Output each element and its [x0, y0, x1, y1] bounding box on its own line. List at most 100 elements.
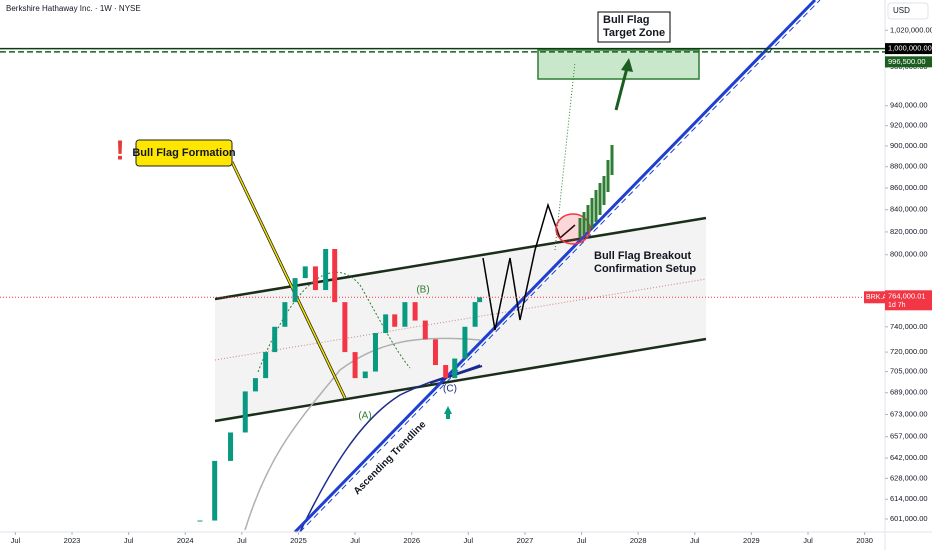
- candle: [342, 302, 348, 353]
- y-tick-label: 920,000.00: [890, 121, 928, 130]
- candle: [452, 358, 458, 379]
- y-tick-label: 940,000.00: [890, 101, 928, 110]
- x-tick-label: 2027: [517, 536, 534, 545]
- y-tick-label: 740,000.00: [890, 322, 928, 331]
- y-tick-label: 628,000.00: [890, 473, 928, 482]
- annotation: Bull Flag: [603, 14, 649, 26]
- candle: [472, 302, 478, 327]
- candle: [432, 339, 438, 366]
- candle: [477, 297, 483, 303]
- annotation: Ascending Trendline: [352, 419, 429, 497]
- candle: [272, 326, 278, 353]
- moving-average-slow: [244, 337, 481, 531]
- wave-label: (C): [443, 384, 457, 395]
- y-tick-label: 840,000.00: [890, 205, 928, 214]
- candle: [252, 378, 258, 392]
- x-tick-label: 2028: [630, 536, 647, 545]
- y-tick-label: 614,000.00: [890, 494, 928, 503]
- y-tick-label: 720,000.00: [890, 347, 928, 356]
- target-arrowhead: [621, 58, 633, 72]
- y-tick-label: 689,000.00: [890, 388, 928, 397]
- price-tag-label: 996,500.00: [888, 57, 926, 66]
- candle: [312, 266, 318, 291]
- x-tick-label: 2025: [290, 536, 307, 545]
- x-tick-label: 2026: [403, 536, 420, 545]
- y-tick-label: 880,000.00: [890, 162, 928, 171]
- currency-button[interactable]: [887, 2, 929, 20]
- candle: [412, 302, 418, 321]
- symbol-tag-label: BRK.A: [866, 294, 887, 301]
- candle: [212, 460, 218, 521]
- y-tick-label: 705,000.00: [890, 367, 928, 376]
- candle: [197, 520, 203, 522]
- y-tick-label: 673,000.00: [890, 409, 928, 418]
- y-tick-label: 657,000.00: [890, 432, 928, 441]
- x-tick-label: Jul: [124, 536, 134, 545]
- annotation: Confirmation Setup: [594, 263, 696, 275]
- projection-bars: [578, 145, 614, 238]
- price-tag: [885, 43, 932, 55]
- annotation: Bull Flag Formation: [132, 147, 236, 159]
- channel-lower: [214, 337, 707, 423]
- projection-zigzag: [482, 202, 576, 331]
- candle: [352, 352, 358, 379]
- wave-label: (B): [416, 285, 429, 296]
- candle: [228, 432, 234, 461]
- x-tick-label: 2029: [743, 536, 760, 545]
- candle: [332, 248, 338, 303]
- target-zone: [537, 49, 700, 80]
- candle: [292, 278, 298, 303]
- header-title: Berkshire Hathaway Inc. · 1W · NYSE: [6, 4, 141, 13]
- annotation: Bull Flag Breakout: [594, 250, 692, 262]
- candle: [323, 248, 329, 291]
- candle: [443, 365, 449, 379]
- y-tick-label: 601,000.00: [890, 514, 928, 523]
- channel-mid: [214, 278, 707, 361]
- y-tick-label: 642,000.00: [890, 453, 928, 462]
- up-arrow-stem: [446, 413, 450, 419]
- candle: [462, 326, 468, 359]
- candle: [362, 371, 368, 379]
- candle: [402, 302, 408, 327]
- x-tick-label: 2030: [856, 536, 873, 545]
- x-tick-label: Jul: [803, 536, 813, 545]
- currency[interactable]: USD: [893, 6, 910, 15]
- y-tick-label: 1,020,000.00: [890, 25, 932, 34]
- annotation: Target Zone: [603, 27, 665, 39]
- x-tick-label: 2023: [64, 536, 81, 545]
- countdown: 1d 7h: [888, 302, 906, 309]
- callout-box: [135, 139, 233, 167]
- x-tick-label: Jul: [11, 536, 21, 545]
- y-tick-label: 900,000.00: [890, 141, 928, 150]
- x-tick-label: Jul: [464, 536, 474, 545]
- wave-label: (A): [358, 411, 371, 422]
- x-tick-label: Jul: [350, 536, 360, 545]
- candle: [263, 352, 269, 379]
- target-arrow: [614, 67, 629, 111]
- x-tick-label: Jul: [237, 536, 247, 545]
- symbol-tag: [864, 291, 885, 304]
- y-tick-label: 820,000.00: [890, 227, 928, 236]
- callout-pointer-fill: [231, 161, 346, 399]
- candle: [372, 333, 378, 372]
- flag-channel: [215, 218, 706, 421]
- candle: [242, 391, 248, 433]
- y-tick-label: 800,000.00: [890, 250, 928, 259]
- x-tick-label: Jul: [690, 536, 700, 545]
- candle: [282, 302, 288, 327]
- candle: [302, 266, 308, 279]
- candle: [392, 314, 398, 327]
- x-tick-label: Jul: [577, 536, 587, 545]
- trendline-dashed: [299, 0, 821, 533]
- price-tag-label: 764,000.01: [888, 291, 926, 300]
- alert-mark: !: [115, 134, 124, 165]
- trendline: [293, 0, 817, 534]
- candle: [383, 314, 389, 334]
- target-label-box: [597, 11, 671, 43]
- price-tag-label: 1,000,000.00: [888, 44, 932, 53]
- y-tick-label: 860,000.00: [890, 183, 928, 192]
- price-tag: [885, 56, 932, 68]
- x-tick-label: 2024: [177, 536, 194, 545]
